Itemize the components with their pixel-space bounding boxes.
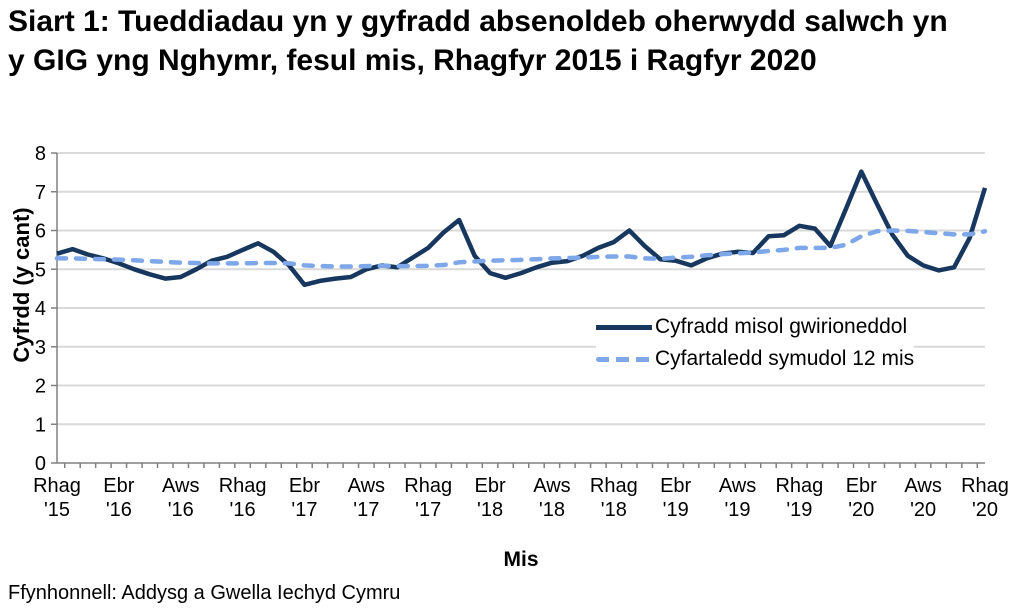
x-tick-label-month: Ebr [846, 475, 877, 497]
y-tick-label: 8 [35, 143, 46, 165]
x-axis-title: Mis [503, 548, 539, 571]
x-tick-label-month: Rhag [219, 475, 267, 497]
x-tick-label-year: '16 [168, 499, 194, 521]
dashed-line-sample-icon [596, 356, 652, 362]
y-tick-label: 5 [35, 259, 46, 281]
y-tick-label: 4 [35, 298, 46, 320]
moving-average-line [54, 228, 988, 269]
x-tick-label-month: Rhag [775, 475, 823, 497]
x-tick-label-year: '20 [910, 499, 936, 521]
solid-line-sample-icon [596, 324, 652, 330]
x-tick-label-month: Rhag [404, 475, 452, 497]
x-tick-label-month: Aws [533, 475, 570, 497]
x-tick-label-month: Rhag [961, 475, 1009, 497]
x-tick-label-year: '17 [415, 499, 441, 521]
x-tick-label-year: '19 [663, 499, 689, 521]
x-tick-label-year: '18 [539, 499, 565, 521]
x-tick-label-year: '18 [477, 499, 503, 521]
y-tick-label: 7 [35, 182, 46, 204]
line-chart-plot: 012345678Rhag'15Ebr'16Aws'16Rhag'16Ebr'1… [33, 143, 1009, 521]
chart-legend: Cyfradd misol gwirioneddol Cyfartaledd s… [596, 311, 915, 375]
y-tick-label: 2 [35, 376, 46, 398]
legend-label-actual: Cyfradd misol gwirioneddol [655, 315, 908, 338]
x-tick-label-year: '18 [601, 499, 627, 521]
x-tick-label-month: Rhag [33, 475, 81, 497]
y-tick-label: 0 [35, 453, 46, 475]
x-tick-label-month: Ebr [660, 475, 691, 497]
legend-item-moving-average: Cyfartaledd symudol 12 mis [596, 343, 914, 375]
x-tick-label-month: Ebr [103, 475, 134, 497]
x-tick-label-month: Ebr [289, 475, 320, 497]
x-tick-label-year: '16 [106, 499, 132, 521]
x-tick-label-month: Aws [719, 475, 756, 497]
x-tick-label-year: '17 [291, 499, 317, 521]
x-tick-label-year: '16 [230, 499, 256, 521]
x-tick-label-year: '19 [724, 499, 750, 521]
y-tick-label: 1 [35, 414, 46, 436]
actual-rate-line [56, 169, 988, 288]
x-tick-label-year: '19 [786, 499, 812, 521]
y-tick-label: 3 [35, 337, 46, 359]
x-tick-label-month: Rhag [590, 475, 638, 497]
x-tick-label-month: Aws [904, 475, 941, 497]
x-tick-label-month: Aws [162, 475, 199, 497]
legend-label-moving-average: Cyfartaledd symudol 12 mis [655, 347, 915, 370]
x-tick-label-year: '15 [44, 499, 70, 521]
x-tick-label-month: Ebr [475, 475, 506, 497]
source-text: Ffynhonnell: Addysg a Gwella Iechyd Cymr… [8, 582, 401, 604]
y-tick-label: 6 [35, 221, 46, 243]
x-tick-label-year: '20 [972, 499, 998, 521]
legend-item-actual: Cyfradd misol gwirioneddol [596, 311, 914, 343]
x-tick-label-year: '17 [353, 499, 379, 521]
chart-title: Siart 1: Tueddiadau yn y gyfradd absenol… [8, 5, 948, 77]
x-tick-label-year: '20 [848, 499, 874, 521]
x-tick-label-month: Aws [348, 475, 385, 497]
